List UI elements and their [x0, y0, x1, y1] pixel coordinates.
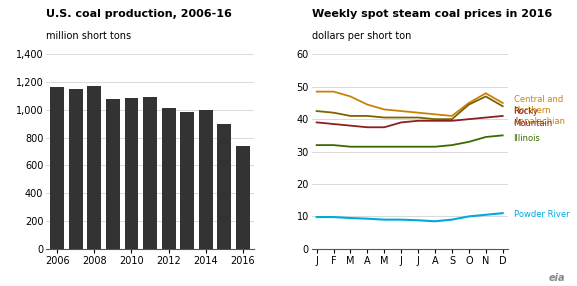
Bar [69, 90, 83, 249]
Text: Central and
Northern
Appalachian: Central and Northern Appalachian [514, 95, 565, 126]
Text: Rocky
Mountain: Rocky Mountain [514, 108, 553, 128]
Text: dollars per short ton: dollars per short ton [312, 31, 411, 41]
Bar [50, 87, 64, 249]
Bar [106, 100, 120, 249]
Bar [198, 110, 212, 249]
Text: U.S. coal production, 2006-16: U.S. coal production, 2006-16 [46, 9, 232, 19]
Bar [180, 112, 194, 249]
Text: Powder River: Powder River [514, 210, 569, 219]
Bar [88, 86, 102, 249]
Bar [162, 108, 175, 249]
Text: million short tons: million short tons [46, 31, 132, 41]
Bar [236, 146, 250, 249]
Text: Weekly spot steam coal prices in 2016: Weekly spot steam coal prices in 2016 [312, 9, 552, 19]
Bar [143, 97, 157, 249]
Bar [125, 98, 138, 249]
Text: eia: eia [549, 273, 565, 283]
Text: Illinois: Illinois [514, 134, 541, 143]
Bar [218, 124, 231, 249]
